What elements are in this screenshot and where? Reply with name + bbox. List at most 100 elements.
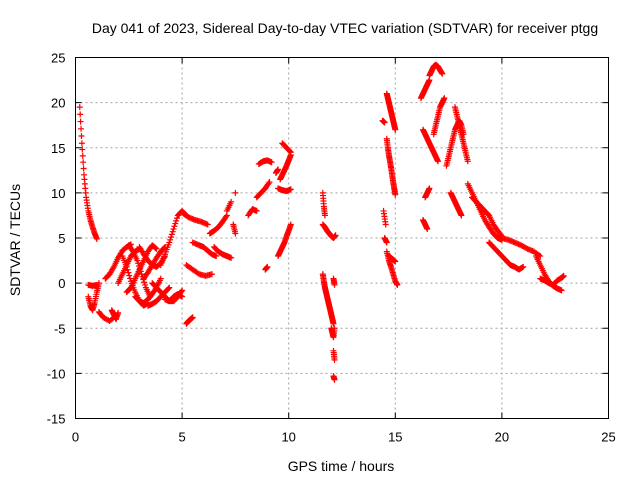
data-point xyxy=(129,247,136,254)
data-point xyxy=(331,376,338,383)
data-point xyxy=(520,263,527,270)
data-point xyxy=(169,228,176,235)
chart-title: Day 041 of 2023, Sidereal Day-to-day VTE… xyxy=(92,20,598,36)
data-point xyxy=(264,263,271,270)
data-point xyxy=(168,231,175,238)
grid-lines xyxy=(75,57,609,419)
data-point xyxy=(441,95,448,102)
data-point xyxy=(232,189,239,196)
data-point xyxy=(265,180,272,187)
data-point xyxy=(93,281,100,288)
data-point xyxy=(204,221,211,228)
data-point xyxy=(77,118,84,125)
data-point xyxy=(189,314,196,321)
y-tick-label: -5 xyxy=(54,321,66,336)
data-point xyxy=(332,232,339,239)
data-point xyxy=(439,70,446,77)
data-point xyxy=(173,215,180,222)
data-point xyxy=(331,325,338,332)
y-tick-label: 25 xyxy=(51,51,65,66)
data-point xyxy=(93,235,100,242)
y-tick-label: -15 xyxy=(47,412,66,427)
data-point xyxy=(426,185,433,192)
data-point xyxy=(78,133,85,140)
x-tick-label: 10 xyxy=(281,430,295,445)
data-point xyxy=(266,179,273,186)
data-point xyxy=(287,149,294,156)
data-point xyxy=(392,258,399,265)
x-axis-label: GPS time / hours xyxy=(288,458,395,474)
x-tick-label: 0 xyxy=(72,430,79,445)
data-point xyxy=(125,269,132,276)
data-point xyxy=(79,146,86,153)
data-point xyxy=(275,166,282,173)
data-point xyxy=(157,275,164,282)
data-point xyxy=(223,213,230,220)
data-point xyxy=(381,119,388,126)
data-point xyxy=(208,271,215,278)
data-point xyxy=(77,111,84,118)
data-point xyxy=(76,104,83,111)
y-tick-label: 15 xyxy=(51,141,65,156)
data-point xyxy=(498,232,505,239)
x-tick-label: 15 xyxy=(388,430,402,445)
data-point xyxy=(127,275,134,282)
data-point xyxy=(253,207,260,214)
data-point xyxy=(115,309,122,316)
data-point xyxy=(287,186,294,193)
data-point xyxy=(168,234,175,241)
data-point xyxy=(152,245,159,252)
data-point xyxy=(134,257,141,264)
data-point xyxy=(179,287,186,294)
x-tick-label: 25 xyxy=(601,430,615,445)
axis-ticks: 0 5 10 15 20 25 -15 -10 -5 0 5 10 15 20 25 xyxy=(47,51,616,445)
data-point xyxy=(136,262,143,269)
data-point xyxy=(424,225,431,232)
data-point xyxy=(383,239,390,246)
data-point xyxy=(165,285,172,292)
data-point xyxy=(392,126,399,133)
data-points xyxy=(76,61,567,383)
x-tick-label: 20 xyxy=(495,430,509,445)
data-point xyxy=(170,225,177,232)
data-point xyxy=(172,220,179,227)
data-point xyxy=(78,125,85,132)
data-point xyxy=(331,356,338,363)
data-point xyxy=(232,230,239,237)
data-point xyxy=(287,221,294,228)
data-point xyxy=(126,272,133,279)
data-point xyxy=(166,284,173,291)
data-point xyxy=(179,293,186,300)
data-point xyxy=(78,140,85,147)
data-point xyxy=(79,152,86,159)
data-point xyxy=(213,253,220,260)
data-point xyxy=(166,239,173,246)
data-point xyxy=(392,191,399,198)
data-point xyxy=(228,198,235,205)
data-point xyxy=(321,212,328,219)
data-point xyxy=(135,260,142,267)
y-tick-label: 5 xyxy=(58,231,65,246)
data-point xyxy=(136,265,143,272)
data-point xyxy=(268,159,275,166)
y-tick-label: -10 xyxy=(47,366,66,381)
data-point xyxy=(123,263,130,270)
data-point xyxy=(560,272,567,279)
data-point xyxy=(434,158,441,165)
data-point xyxy=(171,223,178,230)
data-point xyxy=(173,217,180,224)
data-point xyxy=(286,148,293,155)
y-tick-label: 10 xyxy=(51,186,65,201)
data-point xyxy=(394,281,401,288)
data-point xyxy=(558,287,565,294)
y-axis-label: SDTVAR / TECUs xyxy=(7,184,23,296)
data-point xyxy=(464,158,471,165)
data-point xyxy=(142,281,149,288)
data-point xyxy=(138,271,145,278)
data-point xyxy=(228,254,235,261)
data-point xyxy=(382,221,389,228)
data-point xyxy=(167,236,174,243)
data-point xyxy=(80,159,87,166)
data-point xyxy=(331,281,338,288)
